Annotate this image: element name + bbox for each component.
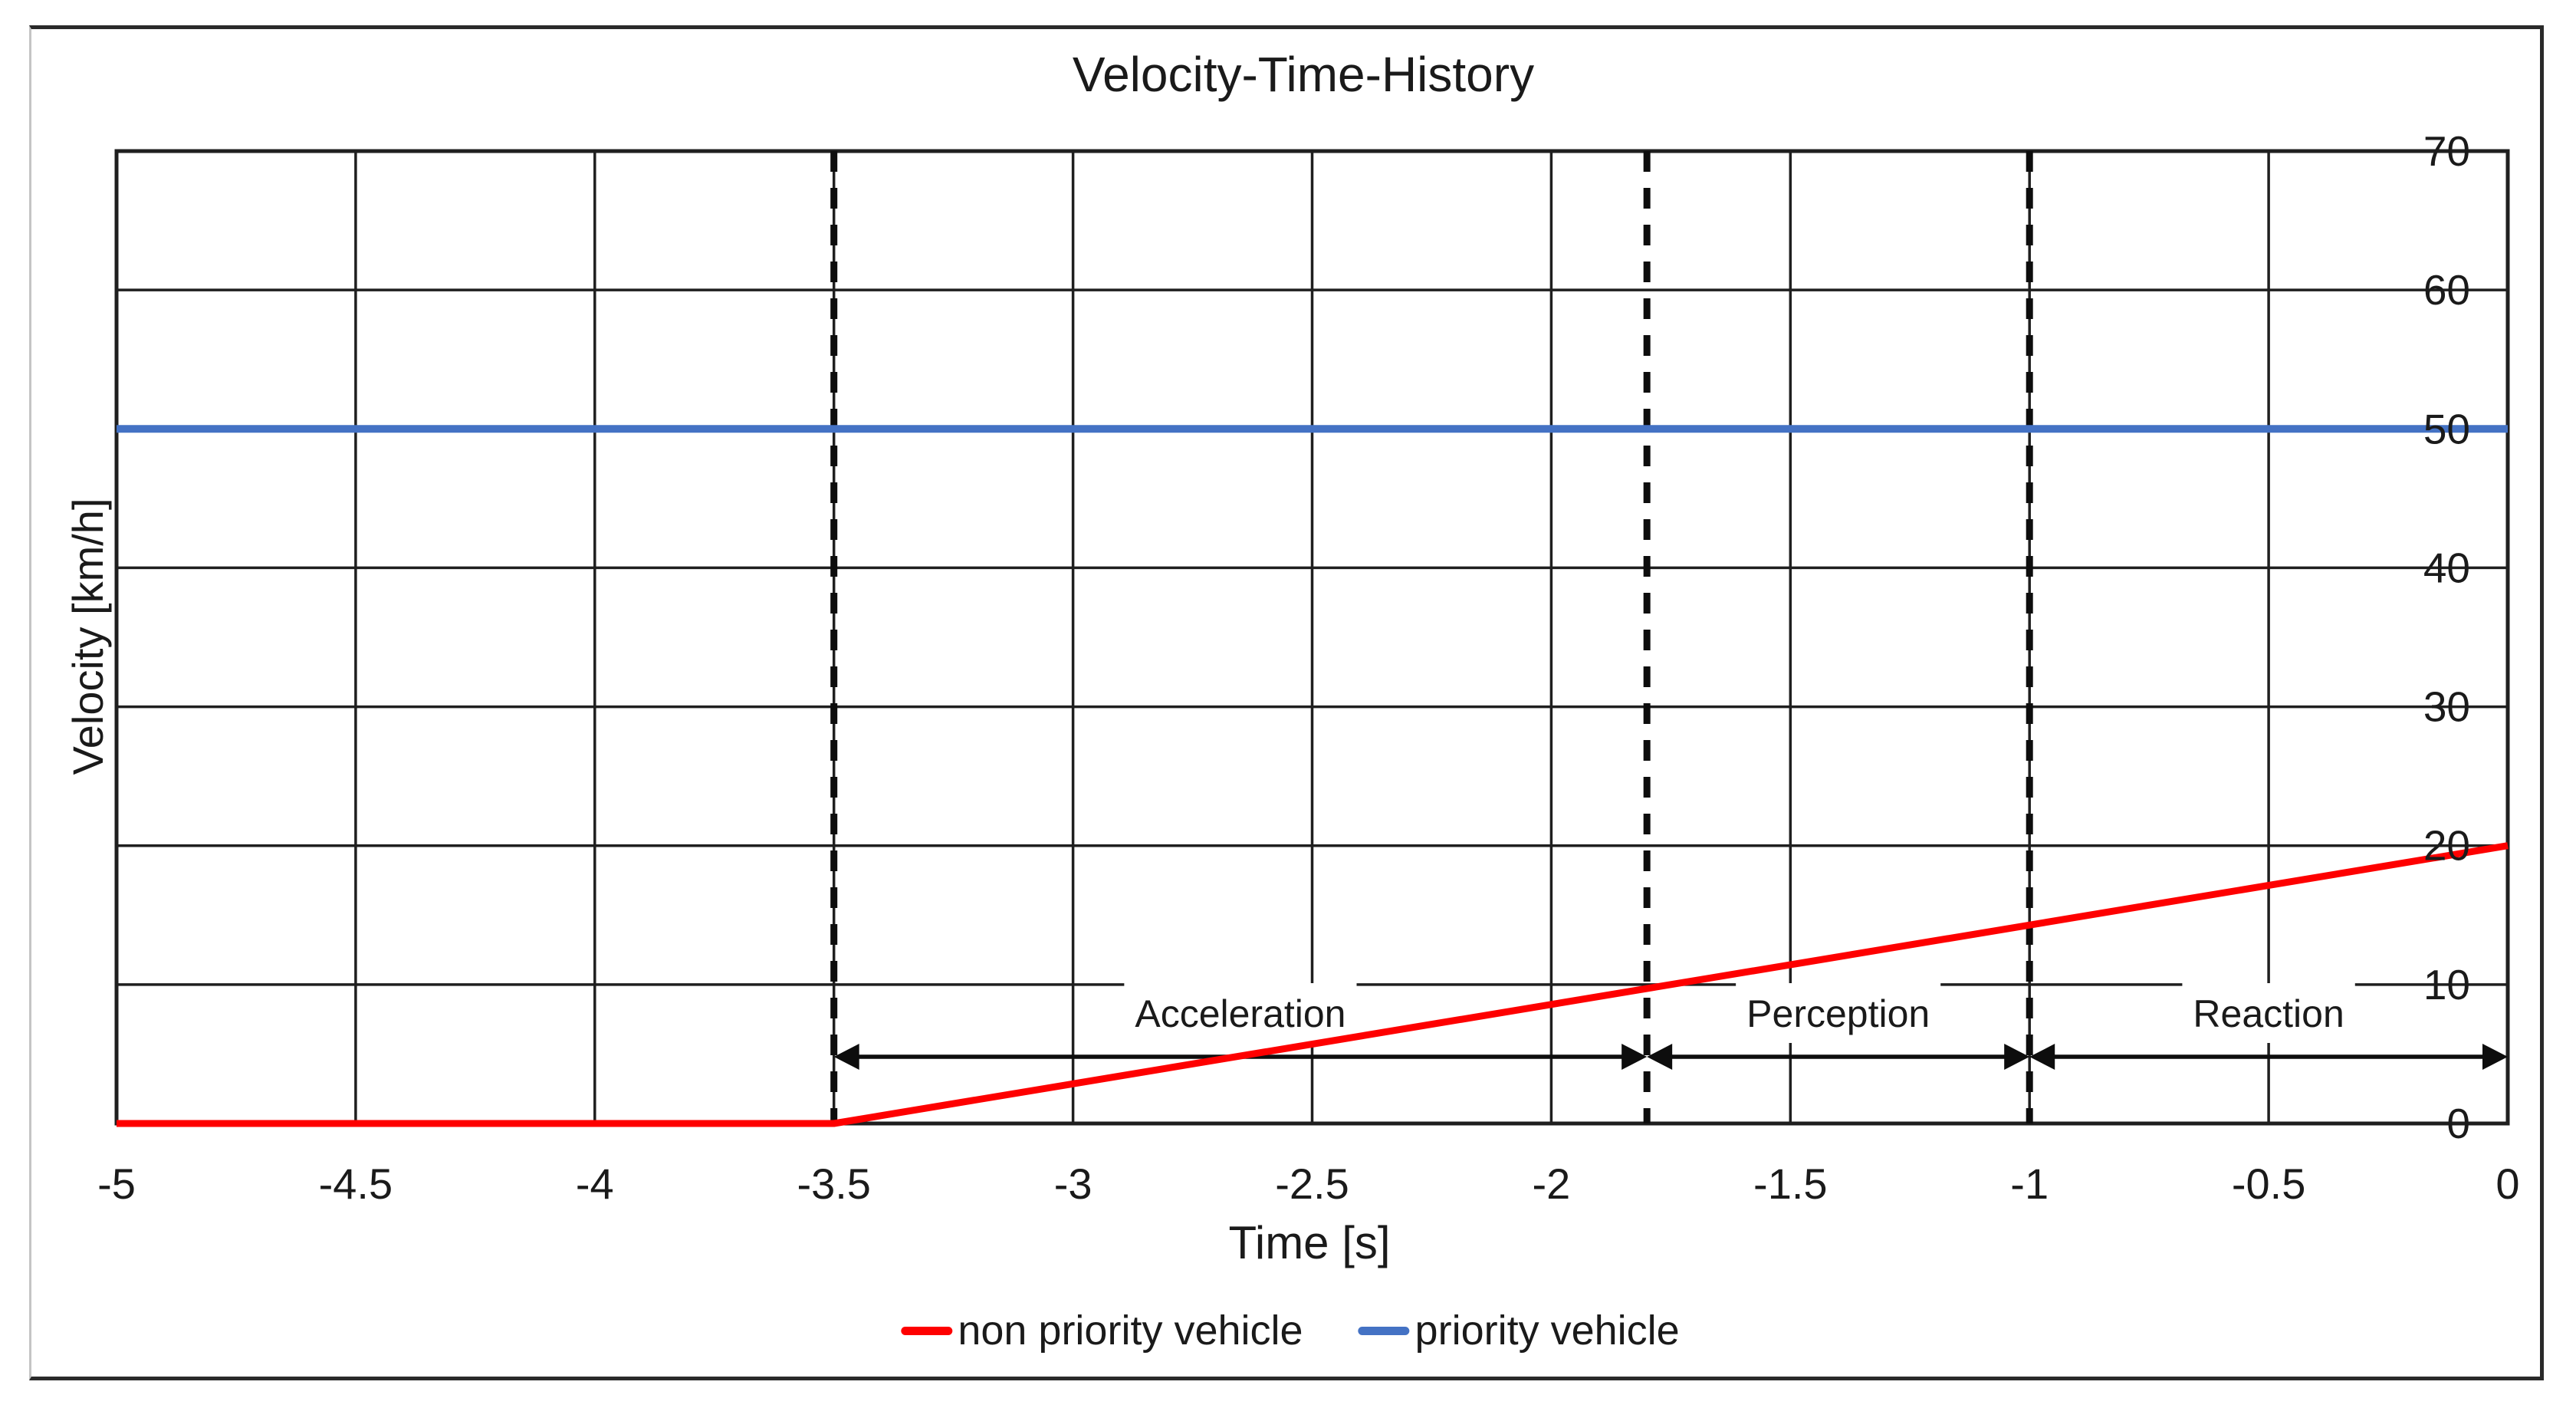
x-tick-label: -1	[2010, 1160, 2049, 1208]
phase-label-box	[1124, 982, 1357, 1043]
legend: non priority vehicle priority vehicle	[901, 1305, 1680, 1356]
x-tick-labels: -5 -4.5 -4 -3.5 -3 -2.5 -2 -1.5 -1 -0.5 0	[97, 1160, 2519, 1208]
y-tick-label: 50	[2423, 405, 2470, 452]
gridlines	[115, 150, 2509, 1125]
phase-label-box	[2182, 982, 2355, 1043]
phase-label: Reaction	[2193, 992, 2344, 1035]
arrow-head-right	[1622, 1044, 1648, 1071]
phase-label-box	[1736, 982, 1941, 1043]
x-tick-label: 0	[2496, 1160, 2519, 1208]
y-tick-label: 10	[2423, 961, 2470, 1008]
legend-swatch-red	[901, 1326, 953, 1335]
y-tick-label: 30	[2423, 683, 2470, 731]
y-tick-labels: 0 10 20 30 40 50 60 70	[2423, 127, 2470, 1147]
phase-label: Perception	[1746, 992, 1930, 1035]
x-tick-label: -0.5	[2232, 1160, 2306, 1208]
legend-item-non-priority: non priority vehicle	[901, 1305, 1303, 1356]
legend-label-priority: priority vehicle	[1414, 1308, 1680, 1354]
x-tick-label: -2.5	[1275, 1160, 1349, 1208]
x-tick-label: -2	[1533, 1160, 1571, 1208]
arrow-head-left	[833, 1044, 859, 1071]
legend-item-priority: priority vehicle	[1358, 1305, 1680, 1356]
phase-label: Acceleration	[1135, 992, 1346, 1035]
x-axis-title: Time [s]	[1228, 1217, 1391, 1268]
x-tick-label: -1.5	[1753, 1160, 1828, 1208]
x-tick-label: -5	[97, 1160, 136, 1208]
plot-border	[114, 149, 2510, 1126]
x-tick-label: -3	[1054, 1160, 1092, 1208]
arrow-head-right	[2004, 1044, 2030, 1071]
chart-title: Velocity-Time-History	[1072, 47, 1535, 102]
x-tick-label: -3.5	[797, 1160, 871, 1208]
y-tick-label: 60	[2423, 266, 2470, 314]
phase-labels: Acceleration Perception Reaction	[1124, 982, 2355, 1043]
y-tick-label: 40	[2423, 544, 2470, 591]
y-tick-label: 20	[2423, 822, 2470, 870]
x-tick-label: -4.5	[319, 1160, 393, 1208]
phase-boundary-lines	[830, 151, 2033, 1123]
chart-frame	[29, 25, 2544, 1380]
arrow-head-right	[2482, 1044, 2508, 1071]
series-non-priority-vehicle	[117, 842, 2509, 1127]
y-tick-label: 70	[2423, 127, 2470, 175]
phase-arrows	[833, 1044, 2508, 1071]
arrow-head-left	[1647, 1044, 1673, 1071]
legend-swatch-blue	[1358, 1326, 1410, 1335]
x-tick-label: -4	[576, 1160, 614, 1208]
legend-label-non-priority: non priority vehicle	[958, 1308, 1303, 1354]
arrow-head-left	[2029, 1044, 2055, 1071]
y-tick-label: 0	[2446, 1100, 2470, 1147]
